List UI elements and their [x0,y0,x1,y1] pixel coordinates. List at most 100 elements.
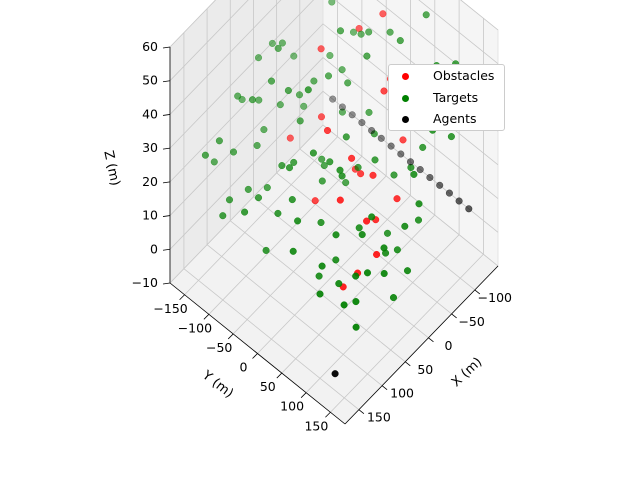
targets-point [254,54,263,62]
obstacles-point [373,250,381,259]
targets-point [422,11,430,19]
obstacles-point [393,195,401,203]
targets-point [338,66,346,74]
z-tick-mark [162,215,171,217]
targets-point [414,216,423,224]
obstacles-point [317,45,325,53]
z-axis-title: Z (m) [100,149,122,187]
targets-point [349,28,358,36]
z-tick-label: 40 [142,106,158,121]
targets-point [336,166,344,174]
targets-point [340,301,348,309]
agents-point [377,134,385,142]
z-tick-mark [162,248,171,251]
x-tick-mark [381,385,388,391]
data-points [201,0,473,378]
obstacles-point [323,126,332,135]
targets-point [380,269,388,278]
targets-point [260,126,268,134]
agents-point [416,166,424,174]
targets-point [254,194,263,202]
legend-item-targets: Targets [389,89,506,107]
agents-point [436,181,444,189]
z-tick-label: 60 [142,39,158,54]
targets-point [390,171,398,179]
targets-point [363,269,372,277]
y-tick-label: −150 [153,301,187,316]
targets-point [332,231,340,239]
targets-point [357,30,365,38]
targets-point [352,272,360,280]
x-tick-mark [405,361,411,367]
targets-point [342,133,350,141]
legend-item-obstacles: Obstacles [389,67,506,85]
targets-point [229,148,238,156]
obstacles-point [286,134,294,142]
x-tick-mark [474,289,481,295]
y-tick-label: 100 [280,399,304,414]
agents-point [397,150,405,158]
targets-point [396,37,404,45]
agents-point [329,95,337,103]
targets-point [248,96,257,104]
x-tick-label: 150 [367,410,391,425]
targets-point [389,294,398,302]
y-tick-mark [325,411,331,418]
targets-point [383,229,392,237]
obstacles-point [348,154,356,162]
y-tick-label: 50 [260,379,276,394]
legend-targets-label: Targets [433,90,479,105]
z-tick-label: −10 [132,275,158,290]
targets-point [263,184,271,192]
legend-agents-label: Agents [433,111,477,126]
targets-point [262,246,270,254]
targets-point [332,256,340,264]
targets-point [352,323,360,331]
targets-point [315,272,323,280]
targets-point [365,108,373,116]
targets-point [241,208,249,216]
targets-point [310,77,318,85]
targets-point [326,158,334,166]
z-tick-label: 0 [150,241,158,256]
obstacles-point [379,10,387,18]
grid-line-z [169,57,499,216]
z-tick-mark [162,80,171,83]
grid-line-z [169,0,499,115]
targets-point [336,27,345,35]
legend-obstacles-marker-icon [402,73,409,80]
agents-point [331,370,339,378]
targets-point [267,77,276,85]
targets-point [225,196,234,204]
targets-point [368,213,376,221]
targets-point [201,151,209,159]
agents-point [445,189,453,197]
targets-point [276,101,284,109]
targets-point [300,102,308,110]
targets-point [317,218,325,227]
targets-point [244,185,252,193]
targets-point [344,79,352,87]
targets-point [255,96,263,104]
targets-point [238,95,246,104]
z-tick-mark [162,181,171,184]
targets-point [274,44,282,52]
x-axis-title: X (m) [449,355,485,390]
agents-point [387,142,395,150]
x-tick-mark [428,337,434,343]
targets-point [355,224,363,232]
obstacles-point [363,217,371,225]
agents-point [358,119,366,127]
targets-point [358,231,366,239]
targets-point [290,52,298,60]
y-tick-mark [252,353,258,359]
targets-point [328,0,336,6]
obstacles-point [317,113,326,121]
agents-point [368,126,376,135]
targets-point [278,162,286,170]
x-tick-label: −50 [458,314,484,329]
agents-point [348,111,356,119]
targets-point [338,108,346,116]
targets-point [365,28,373,36]
z-tick-mark [162,114,171,116]
